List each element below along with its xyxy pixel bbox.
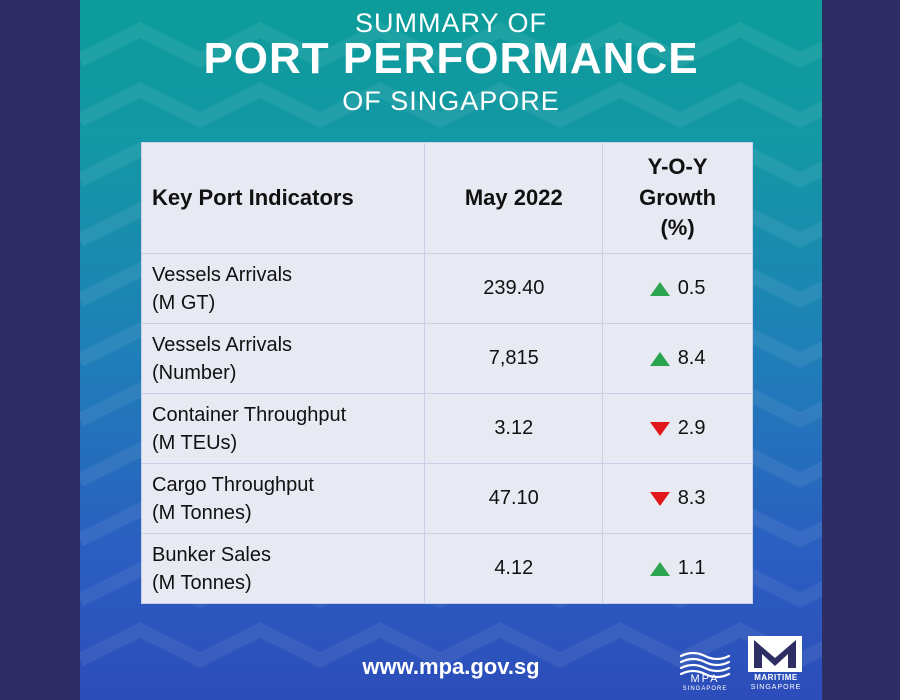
header-growth: Y-O-Y Growth (%) (602, 142, 753, 254)
value-cell: 3.12 (424, 393, 604, 464)
mpa-logo-subtext: SINGAPORE (682, 686, 728, 692)
indicator-label: Bunker Sales (152, 543, 271, 566)
value-cell: 47.10 (424, 463, 604, 534)
mpa-logo-text: MPA (690, 673, 720, 685)
growth-cell: 2.9 (602, 393, 753, 464)
table-row: Cargo Throughput (M Tonnes) 47.10 8.3 (140, 463, 753, 534)
growth-cell: 0.5 (602, 253, 753, 324)
header-period: May 2022 (424, 142, 604, 254)
up-arrow-icon (649, 281, 670, 296)
table-row: Bunker Sales (M Tonnes) 4.12 1.1 (140, 533, 753, 604)
title-line-3: OF SINGAPORE (342, 86, 560, 116)
indicator-unit: (Number) (152, 361, 237, 384)
value-cell: 4.12 (424, 533, 604, 604)
table-row: Container Throughput (M TEUs) 3.12 2.9 (140, 393, 753, 464)
header-growth-line-2: Growth (639, 184, 717, 210)
growth-value: 2.9 (677, 417, 706, 440)
header-growth-line-1: Y-O-Y (647, 153, 708, 179)
indicator-unit: (M GT) (152, 291, 216, 314)
title-main: PORT PERFORMANCE (203, 34, 699, 83)
header-indicator: Key Port Indicators (140, 142, 426, 254)
mpa-logo-icon (679, 651, 731, 679)
growth-cell: 8.3 (602, 463, 753, 534)
maritime-logo-subtext: SINGAPORE (750, 684, 802, 691)
table-row: Vessels Arrivals (Number) 7,815 8.4 (140, 323, 753, 394)
growth-value: 0.5 (677, 277, 706, 300)
down-arrow-icon (649, 421, 670, 436)
indicator-label: Vessels Arrivals (152, 333, 293, 356)
table-row: Vessels Arrivals (M GT) 239.40 0.5 (140, 253, 753, 324)
website-link[interactable]: www.mpa.gov.sg (362, 654, 540, 679)
indicator-unit: (M Tonnes) (152, 571, 252, 594)
growth-value: 8.4 (677, 347, 706, 370)
down-arrow-icon (649, 491, 670, 506)
indicator-cell: Bunker Sales (M Tonnes) (140, 533, 426, 604)
port-indicators-table: Key Port Indicators May 2022 Y-O-Y Growt… (140, 142, 753, 604)
growth-value: 1.1 (677, 557, 706, 580)
poster: SUMMARY OF PORT PERFORMANCE OF SINGAPORE… (80, 0, 822, 700)
growth-cell: 8.4 (602, 323, 753, 394)
indicator-cell: Container Throughput (M TEUs) (140, 393, 426, 464)
indicator-label: Container Throughput (152, 403, 347, 426)
indicator-cell: Vessels Arrivals (Number) (140, 323, 426, 394)
indicator-unit: (M TEUs) (152, 431, 238, 454)
maritime-logo-text: MARITIME (754, 673, 798, 682)
up-arrow-icon (649, 351, 670, 366)
header-growth-line-3: (%) (660, 215, 695, 241)
growth-cell: 1.1 (602, 533, 753, 604)
maritime-m-icon (748, 636, 802, 672)
table-header-row: Key Port Indicators May 2022 Y-O-Y Growt… (140, 142, 753, 254)
indicator-label: Cargo Throughput (152, 473, 314, 496)
indicator-cell: Cargo Throughput (M Tonnes) (140, 463, 426, 534)
indicator-cell: Vessels Arrivals (M GT) (140, 253, 426, 324)
title-line-1: SUMMARY OF (354, 8, 548, 38)
up-arrow-icon (649, 561, 670, 576)
indicator-label: Vessels Arrivals (152, 263, 293, 286)
indicator-unit: (M Tonnes) (152, 501, 252, 524)
growth-value: 8.3 (677, 487, 706, 510)
value-cell: 7,815 (424, 323, 604, 394)
maritime-singapore-logo-icon (748, 636, 802, 672)
value-cell: 239.40 (424, 253, 604, 324)
